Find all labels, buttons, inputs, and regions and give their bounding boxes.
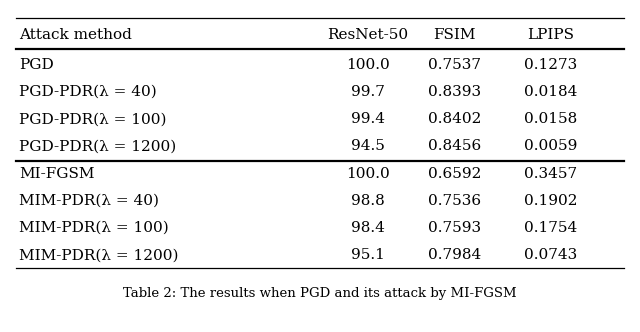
Text: FSIM: FSIM — [433, 28, 476, 42]
Text: PGD-PDR(λ = 40): PGD-PDR(λ = 40) — [19, 85, 157, 99]
Text: 99.4: 99.4 — [351, 112, 385, 126]
Text: ResNet-50: ResNet-50 — [328, 28, 408, 42]
Text: LPIPS: LPIPS — [527, 28, 574, 42]
Text: 0.7536: 0.7536 — [428, 194, 481, 208]
Text: MIM-PDR(λ = 40): MIM-PDR(λ = 40) — [19, 194, 159, 208]
Text: 98.8: 98.8 — [351, 194, 385, 208]
Text: 0.1754: 0.1754 — [524, 221, 577, 235]
Text: Table 2: The results when PGD and its attack by MI-FGSM: Table 2: The results when PGD and its at… — [123, 287, 517, 300]
Text: 94.5: 94.5 — [351, 139, 385, 153]
Text: 0.6592: 0.6592 — [428, 167, 481, 181]
Text: 0.7984: 0.7984 — [428, 248, 481, 262]
Text: 0.0059: 0.0059 — [524, 139, 577, 153]
Text: MI-FGSM: MI-FGSM — [19, 167, 95, 181]
Text: 0.1902: 0.1902 — [524, 194, 577, 208]
Text: 0.0743: 0.0743 — [524, 248, 577, 262]
Text: PGD-PDR(λ = 100): PGD-PDR(λ = 100) — [19, 112, 166, 126]
Text: 0.7593: 0.7593 — [428, 221, 481, 235]
Text: 0.8393: 0.8393 — [428, 85, 481, 99]
Text: MIM-PDR(λ = 100): MIM-PDR(λ = 100) — [19, 221, 169, 235]
Text: Attack method: Attack method — [19, 28, 132, 42]
Text: PGD-PDR(λ = 1200): PGD-PDR(λ = 1200) — [19, 139, 177, 153]
Text: 99.7: 99.7 — [351, 85, 385, 99]
Text: 0.8456: 0.8456 — [428, 139, 481, 153]
Text: 100.0: 100.0 — [346, 58, 390, 72]
Text: 95.1: 95.1 — [351, 248, 385, 262]
Text: PGD: PGD — [19, 58, 54, 72]
Text: 0.7537: 0.7537 — [428, 58, 481, 72]
Text: 0.0184: 0.0184 — [524, 85, 577, 99]
Text: 100.0: 100.0 — [346, 167, 390, 181]
Text: 0.0158: 0.0158 — [524, 112, 577, 126]
Text: 0.1273: 0.1273 — [524, 58, 577, 72]
Text: 98.4: 98.4 — [351, 221, 385, 235]
Text: 0.8402: 0.8402 — [428, 112, 481, 126]
Text: 0.3457: 0.3457 — [524, 167, 577, 181]
Text: MIM-PDR(λ = 1200): MIM-PDR(λ = 1200) — [19, 248, 179, 262]
